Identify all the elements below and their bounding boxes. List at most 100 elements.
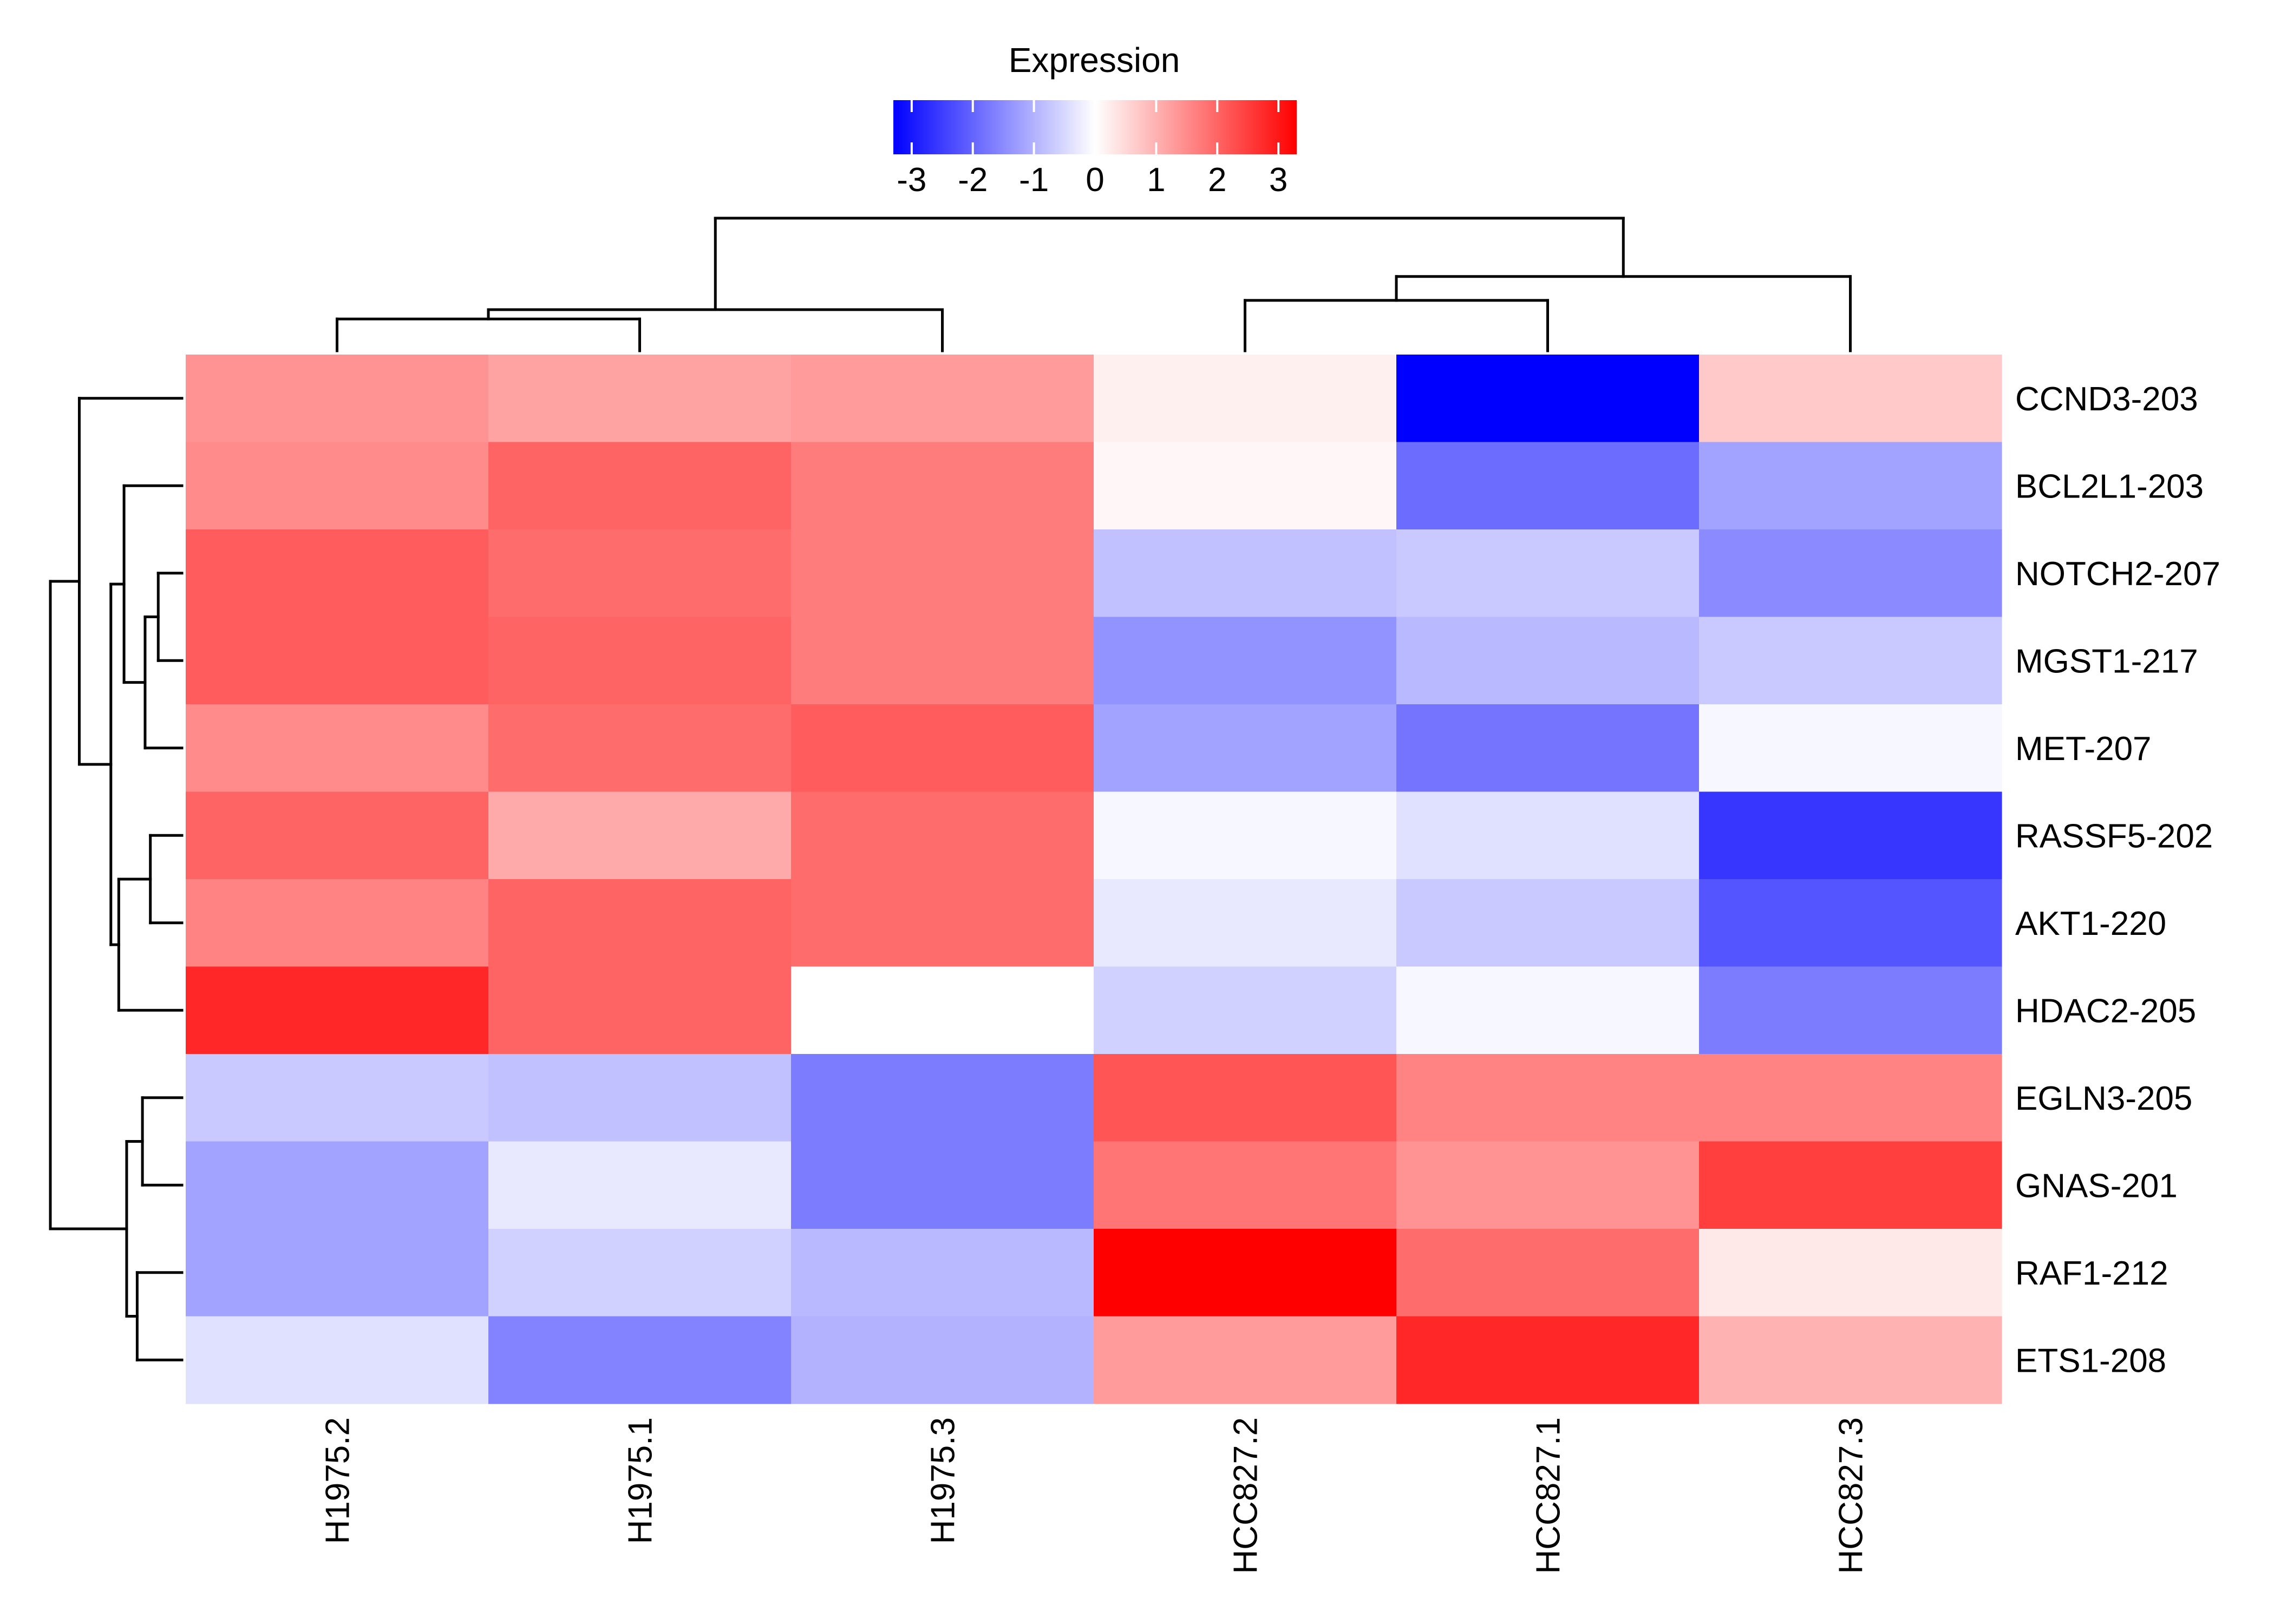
row-label: AKT1-220	[2015, 905, 2166, 942]
heatmap-cell	[488, 355, 792, 443]
legend-tick-label: -3	[897, 161, 926, 199]
heatmap-cell	[1699, 1141, 2002, 1229]
heatmap-cell	[186, 1141, 489, 1229]
heatmap-cell	[791, 442, 1094, 530]
heatmap-cell	[1699, 1229, 2002, 1317]
legend-ticks: -3 -2 -1 0 1 2 3	[897, 100, 1288, 199]
heatmap-cell	[186, 355, 489, 443]
heatmap-cell	[186, 1316, 489, 1404]
heatmap-cell	[791, 1141, 1094, 1229]
heatmap-cell	[1396, 1141, 1700, 1229]
heatmap-cell	[186, 442, 489, 530]
heatmap-cell	[791, 791, 1094, 880]
column-dendrogram	[336, 217, 1852, 352]
heatmap-cell	[1396, 1054, 1700, 1142]
heatmap-cell	[1094, 704, 1397, 793]
heatmap-cell	[1396, 879, 1700, 967]
heatmap-cell	[1699, 442, 2002, 530]
heatmap-cell	[1094, 966, 1397, 1055]
heatmap-cell	[1396, 791, 1700, 880]
column-label: HCC827.2	[1227, 1417, 1265, 1574]
heatmap-cell	[1699, 791, 2002, 880]
heatmap-cell	[1094, 1229, 1397, 1317]
heatmap-cell	[1396, 704, 1700, 793]
heatmap-cell	[488, 966, 792, 1055]
row-dendrogram	[49, 397, 184, 1361]
heatmap-cell	[791, 529, 1094, 618]
row-label: ETS1-208	[2015, 1342, 2166, 1379]
heatmap-cell	[791, 879, 1094, 967]
heatmap-cell	[1396, 966, 1700, 1055]
heatmap-cell	[488, 617, 792, 705]
heatmap-cell	[186, 529, 489, 618]
heatmap-cell	[186, 617, 489, 705]
heatmap-cell	[791, 1054, 1094, 1142]
column-label: HCC827.1	[1530, 1417, 1567, 1574]
heatmap-cell	[1699, 529, 2002, 618]
heatmap-cell	[488, 1229, 792, 1317]
heatmap-cell	[1699, 704, 2002, 793]
heatmap-cell	[1094, 1054, 1397, 1142]
heatmap-cell	[1396, 617, 1700, 705]
color-legend: Expression -3 -2 -1 0 1 2 3	[893, 41, 1297, 199]
heatmap-cell	[488, 442, 792, 530]
heatmap-cell	[1699, 1054, 2002, 1142]
heatmap-cell	[1094, 791, 1397, 880]
heatmap-cell	[1699, 1316, 2002, 1404]
heatmap-cell	[186, 1229, 489, 1317]
row-label: MGST1-217	[2015, 643, 2198, 680]
heatmap-cell	[1396, 355, 1700, 443]
heatmap-cell	[186, 791, 489, 880]
heatmap-cell	[1396, 1229, 1700, 1317]
row-label: MET-207	[2015, 730, 2152, 768]
row-label: BCL2L1-203	[2015, 468, 2204, 505]
heatmap-cell	[1094, 355, 1397, 443]
legend-tick-label: 1	[1147, 161, 1165, 199]
heatmap-cell	[1094, 879, 1397, 967]
heatmap-cell	[488, 879, 792, 967]
heatmap-cell	[186, 966, 489, 1055]
heatmap-cell	[186, 1054, 489, 1142]
column-label: H1975.1	[622, 1417, 659, 1544]
row-label: CCND3-203	[2015, 381, 2198, 418]
legend-tick-label: 0	[1086, 161, 1104, 199]
heatmap-cell	[791, 1229, 1094, 1317]
row-label: RASSF5-202	[2015, 817, 2213, 855]
legend-title: Expression	[1009, 41, 1180, 80]
heatmap-cell	[1699, 966, 2002, 1055]
row-label: GNAS-201	[2015, 1167, 2178, 1204]
heatmap-cell	[1396, 529, 1700, 618]
column-label: H1975.2	[319, 1417, 357, 1544]
row-labels: CCND3-203 BCL2L1-203 NOTCH2-207 MGST1-217 ME…	[2015, 381, 2220, 1380]
row-label: RAF1-212	[2015, 1255, 2168, 1292]
heatmap-cell	[1094, 529, 1397, 618]
row-label: HDAC2-205	[2015, 992, 2196, 1030]
heatmap-cell	[1396, 442, 1700, 530]
heatmap-cell	[488, 1316, 792, 1404]
heatmap-cell	[488, 1054, 792, 1142]
column-label: HCC827.3	[1833, 1417, 1870, 1574]
heatmap-cell	[488, 704, 792, 793]
heatmap-cell	[791, 704, 1094, 793]
legend-tick-label: 2	[1208, 161, 1226, 199]
heatmap-cell	[791, 966, 1094, 1055]
heatmap-cell	[1094, 442, 1397, 530]
heatmap-cell	[1699, 355, 2002, 443]
heatmap-cell	[488, 1141, 792, 1229]
heatmap-cell	[1094, 1141, 1397, 1229]
heatmap-cell	[1094, 1316, 1397, 1404]
legend-tick-label: 3	[1269, 161, 1288, 199]
heatmap-cells	[186, 355, 2002, 1404]
heatmap-cell	[791, 617, 1094, 705]
row-label: EGLN3-205	[2015, 1080, 2192, 1117]
heatmap-cell	[186, 879, 489, 967]
heatmap-cell	[1699, 617, 2002, 705]
heatmap-cell	[488, 529, 792, 618]
heatmap-cell	[791, 1316, 1094, 1404]
legend-tick-label: -1	[1019, 161, 1049, 199]
row-label: NOTCH2-207	[2015, 555, 2220, 593]
heatmap-cell	[1094, 617, 1397, 705]
column-labels: H1975.2 H1975.1 H1975.3 HCC827.2 HCC827.1 HCC…	[319, 1417, 1870, 1574]
heatmap-cell	[1396, 1316, 1700, 1404]
